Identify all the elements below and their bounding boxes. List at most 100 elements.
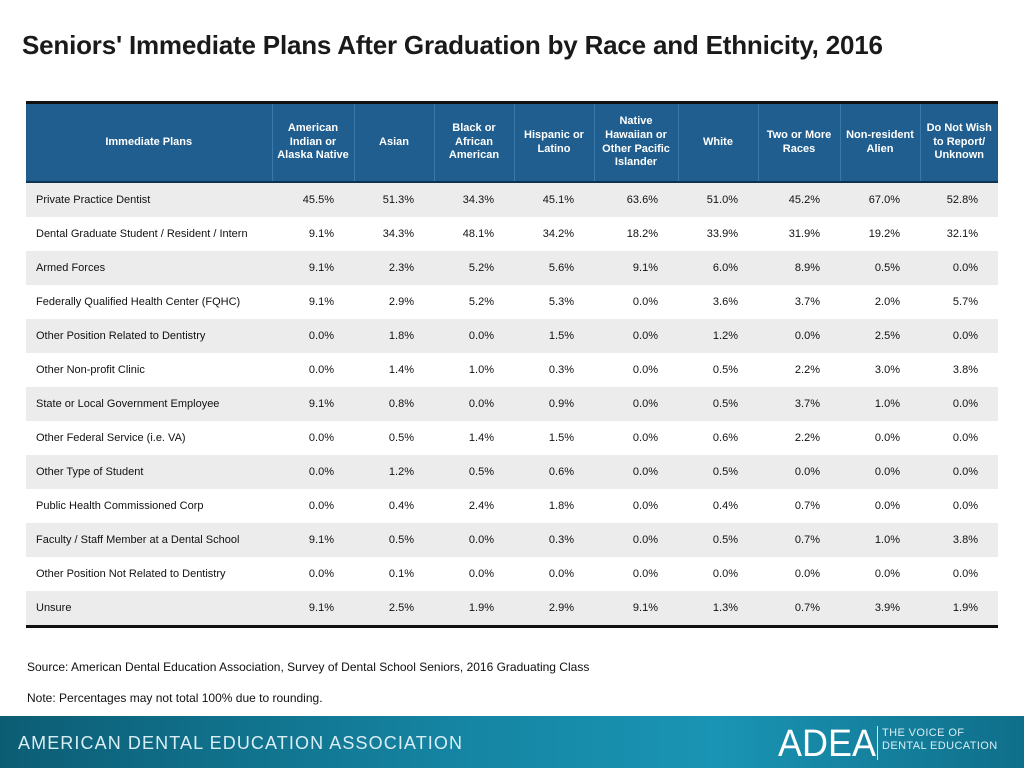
percent-cell: 45.5%: [272, 182, 354, 217]
percent-cell: 9.1%: [272, 285, 354, 319]
column-header: Hispanic or Latino: [514, 104, 595, 183]
percent-cell: 45.2%: [758, 182, 840, 217]
column-header: White: [678, 104, 759, 183]
percent-cell: 0.9%: [514, 387, 594, 421]
table-row: Other Position Related to Dentistry 0.0% 1…: [26, 319, 998, 353]
percent-cell: 48.1%: [434, 217, 514, 251]
percent-cell: 0.0%: [272, 319, 354, 353]
percent-cell: 3.7%: [758, 285, 840, 319]
percent-cell: 34.3%: [434, 182, 514, 217]
percent-cell: 9.1%: [594, 591, 678, 625]
column-header: Asian: [354, 104, 435, 183]
tagline-line-2: DENTAL EDUCATION: [882, 740, 998, 752]
percent-cell: 3.8%: [920, 523, 998, 557]
percent-cell: 1.8%: [514, 489, 594, 523]
percent-cell: 9.1%: [272, 523, 354, 557]
column-header: Do Not Wish to Report/ Unknown: [920, 104, 998, 183]
percent-cell: 5.3%: [514, 285, 594, 319]
percent-cell: 2.5%: [840, 319, 920, 353]
column-header-plans: Immediate Plans: [26, 104, 273, 183]
percent-cell: 1.3%: [678, 591, 758, 625]
percent-cell: 2.2%: [758, 353, 840, 387]
percent-cell: 0.0%: [514, 557, 594, 591]
percent-cell: 0.0%: [840, 489, 920, 523]
percent-cell: 3.8%: [920, 353, 998, 387]
percent-cell: 0.0%: [920, 421, 998, 455]
percent-cell: 0.0%: [920, 557, 998, 591]
percent-cell: 0.5%: [354, 421, 434, 455]
percent-cell: 0.0%: [272, 557, 354, 591]
percent-cell: 0.7%: [758, 489, 840, 523]
percent-cell: 0.6%: [678, 421, 758, 455]
header-row: Immediate Plans American Indian or Alaska…: [26, 104, 998, 183]
percent-cell: 1.5%: [514, 421, 594, 455]
percent-cell: 2.5%: [354, 591, 434, 625]
footer-tagline: THE VOICE OF DENTAL EDUCATION: [882, 727, 1017, 753]
table-row: Other Position Not Related to Dentistry 0…: [26, 557, 998, 591]
percent-cell: 0.0%: [594, 489, 678, 523]
column-header: Native Hawaiian or Other Pacific Islande…: [594, 104, 679, 183]
source-note: Source: American Dental Education Associ…: [27, 660, 590, 674]
percent-cell: 0.0%: [840, 455, 920, 489]
percent-cell: 0.0%: [920, 251, 998, 285]
row-label: Other Non-profit Clinic: [26, 353, 272, 387]
table-row: Other Type of Student 0.0% 1.2% 0.5% 0.6% 0.0…: [26, 455, 998, 489]
percent-cell: 2.3%: [354, 251, 434, 285]
table-row: Public Health Commissioned Corp 0.0% 0.4% 2…: [26, 489, 998, 523]
percent-cell: 32.1%: [920, 217, 998, 251]
percent-cell: 9.1%: [272, 251, 354, 285]
percent-cell: 51.3%: [354, 182, 434, 217]
percent-cell: 0.0%: [920, 387, 998, 421]
row-label: Unsure: [26, 591, 272, 625]
percent-cell: 0.0%: [758, 455, 840, 489]
percent-cell: 0.0%: [920, 455, 998, 489]
percent-cell: 2.9%: [514, 591, 594, 625]
percent-cell: 1.2%: [354, 455, 434, 489]
percent-cell: 63.6%: [594, 182, 678, 217]
plans-table-container: Immediate Plans American Indian or Alaska…: [26, 101, 998, 628]
percent-cell: 0.5%: [678, 387, 758, 421]
percent-cell: 0.6%: [514, 455, 594, 489]
percent-cell: 9.1%: [594, 251, 678, 285]
footer-divider: [877, 726, 878, 760]
percent-cell: 1.4%: [434, 421, 514, 455]
percent-cell: 0.0%: [758, 319, 840, 353]
percent-cell: 0.5%: [840, 251, 920, 285]
percent-cell: 19.2%: [840, 217, 920, 251]
row-label: Dental Graduate Student / Resident / Int…: [26, 217, 272, 251]
table-row: Other Non-profit Clinic 0.0% 1.4% 1.0% 0.3% 0…: [26, 353, 998, 387]
percent-cell: 9.1%: [272, 217, 354, 251]
percent-cell: 0.0%: [434, 557, 514, 591]
percent-cell: 18.2%: [594, 217, 678, 251]
percent-cell: 0.5%: [678, 455, 758, 489]
percent-cell: 6.0%: [678, 251, 758, 285]
percent-cell: 34.2%: [514, 217, 594, 251]
percent-cell: 0.0%: [678, 557, 758, 591]
percent-cell: 0.0%: [594, 387, 678, 421]
row-label: Public Health Commissioned Corp: [26, 489, 272, 523]
percent-cell: 1.0%: [434, 353, 514, 387]
column-header: Black or African American: [434, 104, 515, 183]
percent-cell: 3.7%: [758, 387, 840, 421]
percent-cell: 1.0%: [840, 523, 920, 557]
percent-cell: 0.0%: [920, 489, 998, 523]
percent-cell: 0.0%: [434, 319, 514, 353]
table-row: Unsure 9.1% 2.5% 1.9% 2.9% 9.1% 1.3% 0.7% 3.9% 1.…: [26, 591, 998, 625]
table-row: Dental Graduate Student / Resident / Int…: [26, 217, 998, 251]
row-label: State or Local Government Employee: [26, 387, 272, 421]
percent-cell: 0.0%: [758, 557, 840, 591]
percent-cell: 0.0%: [434, 523, 514, 557]
percent-cell: 51.0%: [678, 182, 758, 217]
row-label: Other Type of Student: [26, 455, 272, 489]
percent-cell: 9.1%: [272, 387, 354, 421]
percent-cell: 0.7%: [758, 591, 840, 625]
percent-cell: 2.0%: [840, 285, 920, 319]
percent-cell: 2.9%: [354, 285, 434, 319]
percent-cell: 1.9%: [920, 591, 998, 625]
plans-table: Immediate Plans American Indian or Alaska…: [26, 104, 998, 625]
percent-cell: 0.0%: [594, 353, 678, 387]
percent-cell: 0.4%: [678, 489, 758, 523]
rounding-note: Note: Percentages may not total 100% due…: [27, 691, 323, 705]
table-row: Faculty / Staff Member at a Dental Schoo…: [26, 523, 998, 557]
column-header: Non-resident Alien: [840, 104, 921, 183]
